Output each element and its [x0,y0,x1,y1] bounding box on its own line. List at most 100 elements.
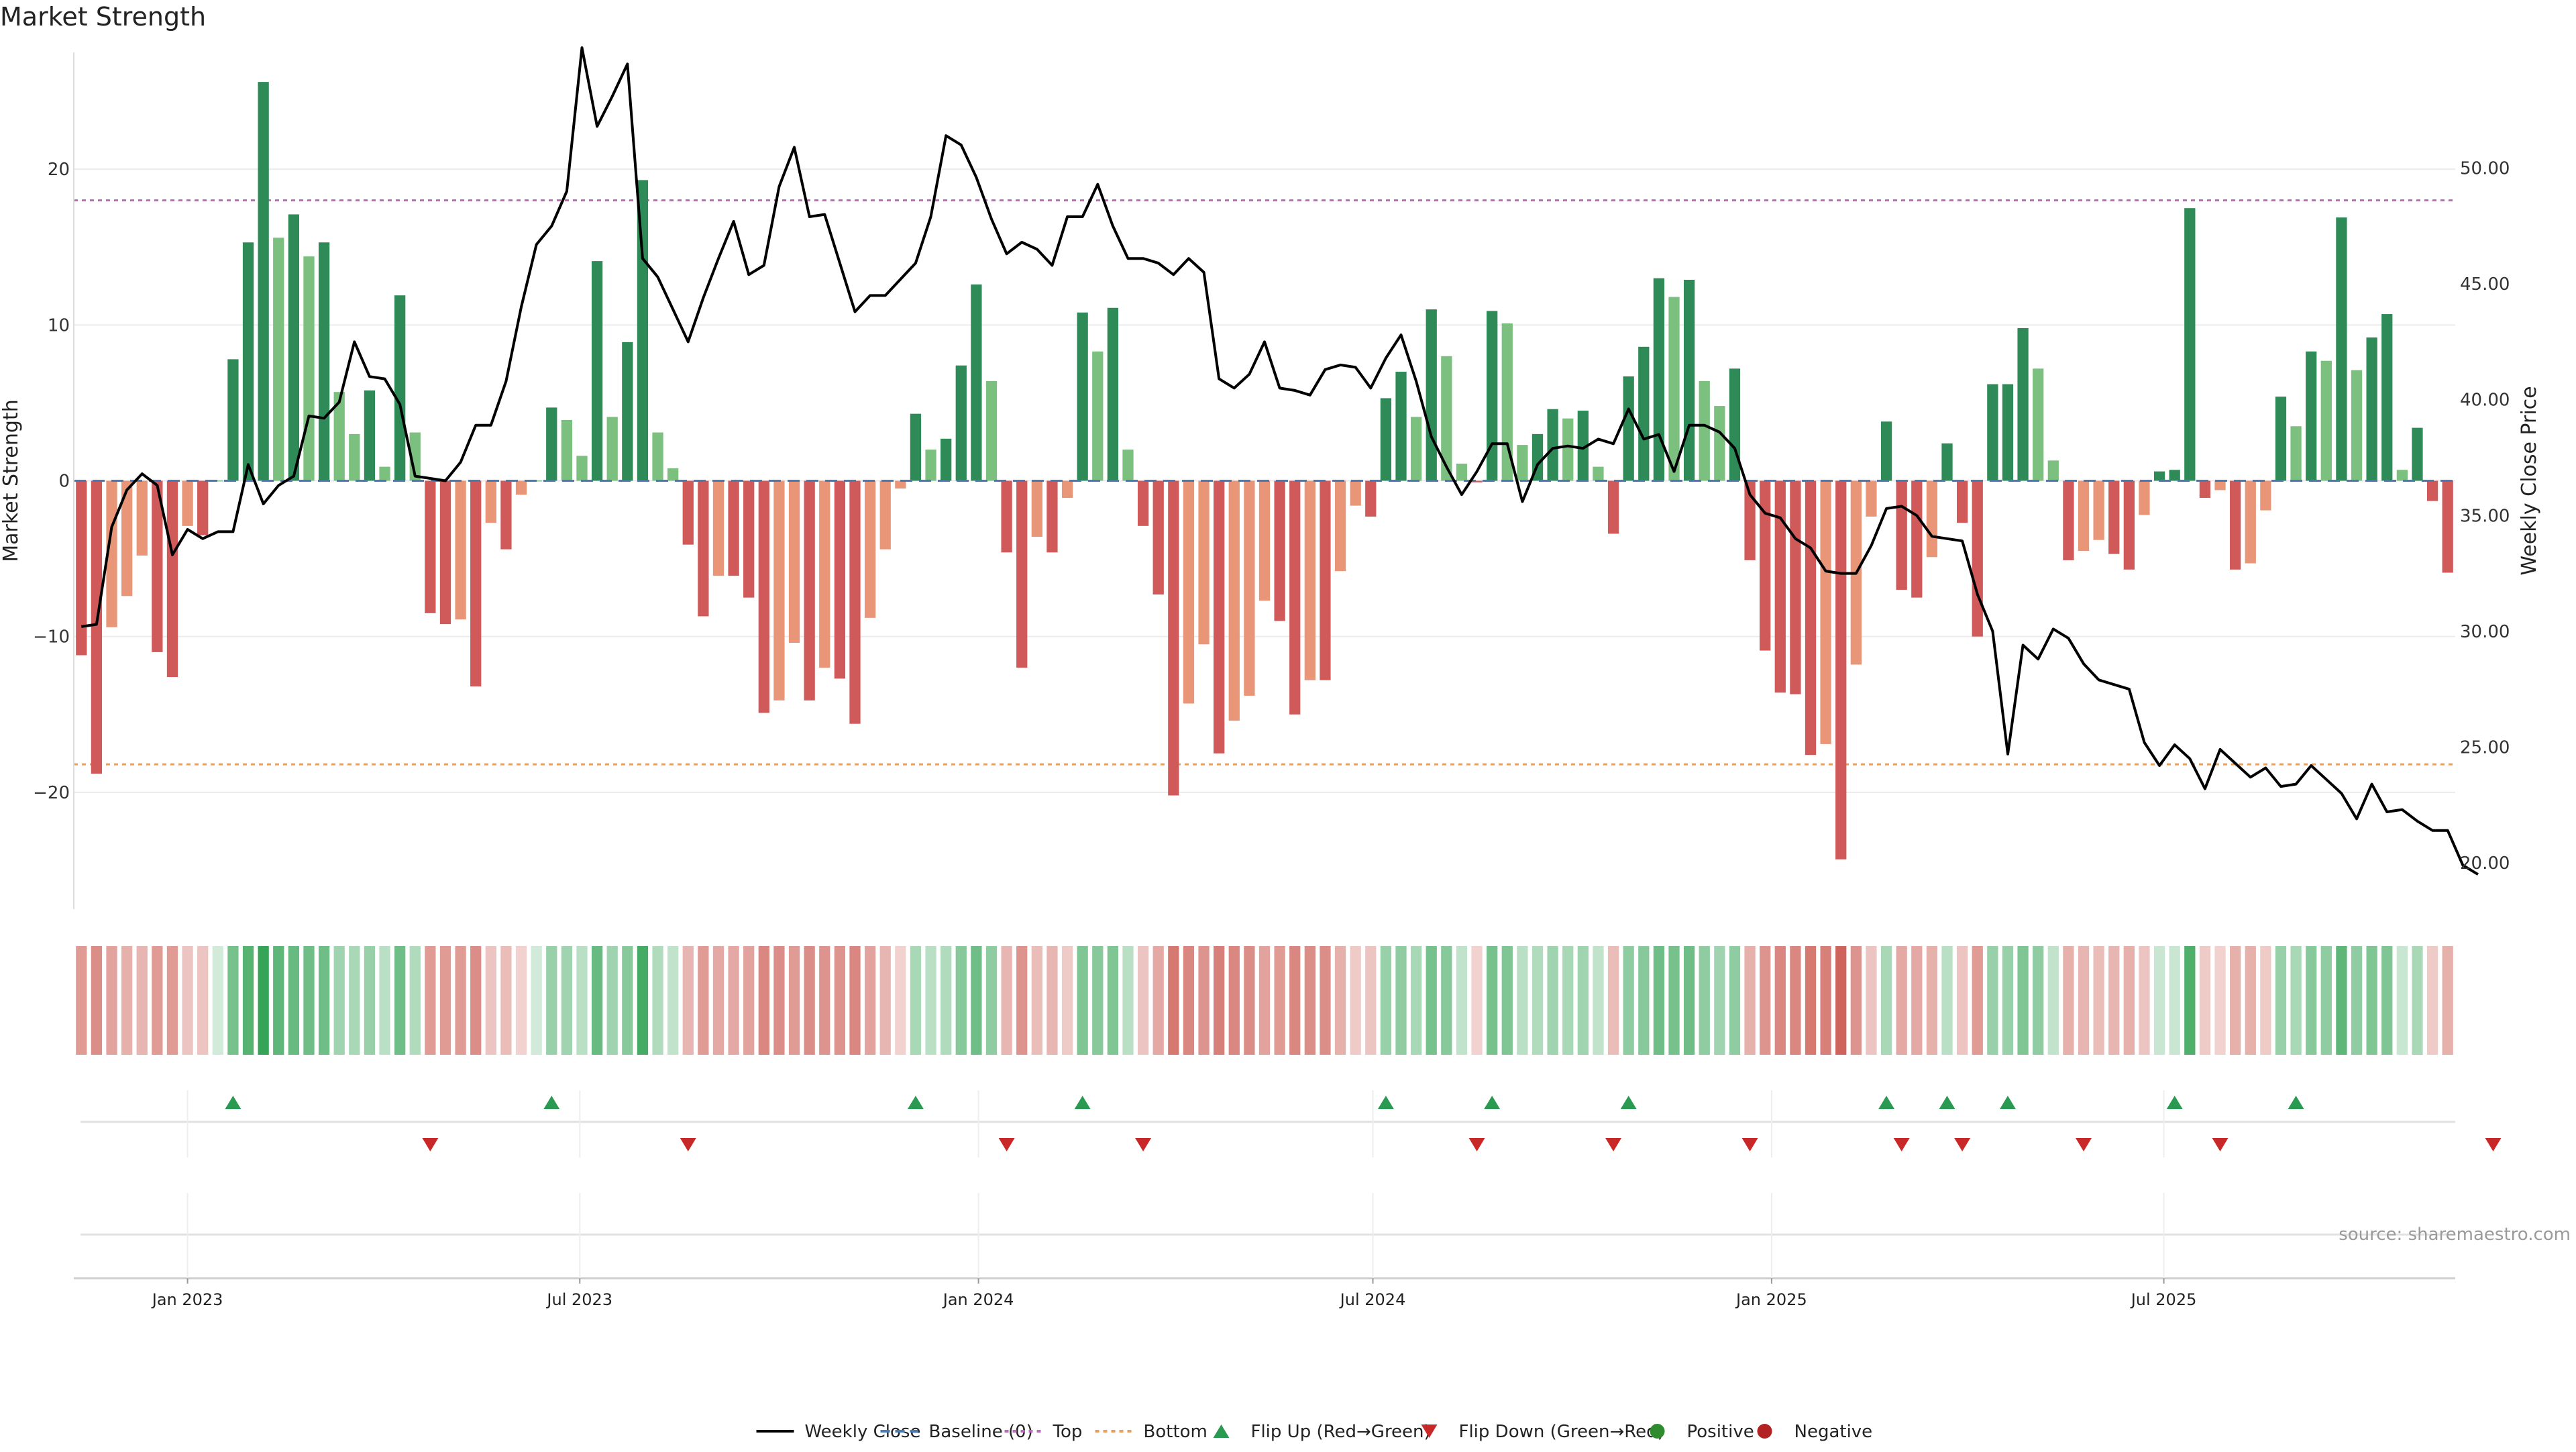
heat-cell [1760,946,1771,1055]
flip-up-marker [907,1096,924,1109]
heat-cell [106,946,117,1055]
strength-bar [1380,398,1392,481]
strength-bar [333,392,345,481]
strength-bar [925,450,936,481]
strength-bar [439,480,451,625]
y-tick-label: 10 [48,315,70,335]
strength-bar [470,480,482,686]
heat-cell [166,946,178,1055]
heat-cell [1137,946,1149,1055]
heat-cell [1441,946,1452,1055]
heat-cell [622,946,633,1055]
legend-label: Flip Down (Green→Red) [1459,1422,1664,1442]
strength-bar [500,480,512,550]
heat-cell [1835,946,1847,1055]
heat-cell [1031,946,1042,1055]
heat-cell [1395,946,1407,1055]
strength-bar [2426,480,2438,501]
legend: Weekly Close Baseline (0) Top Bottom Flip Up… [756,1422,1872,1442]
strength-bar [2033,368,2044,481]
heat-cell [1487,946,1498,1055]
heat-cell [1214,946,1225,1055]
heat-cell [76,946,87,1055]
flip-up-marker [1074,1096,1091,1109]
heat-cell [1911,946,1923,1055]
strength-bar [2184,208,2196,481]
heat-cell [1061,946,1073,1055]
heat-cell [561,946,573,1055]
heat-cell [1638,946,1650,1055]
heat-cell [1258,946,1271,1055]
heat-cell [1501,946,1513,1055]
strength-bar [349,433,360,481]
flip-up-marker [2166,1096,2183,1109]
legend-swatch [1757,1424,1772,1439]
x-tick-label: Jul 2025 [2130,1290,2197,1309]
heat-cell [1107,946,1119,1055]
strength-bar [1714,406,1725,481]
heat-cell [2442,946,2453,1055]
strength-bar [1653,278,1665,481]
heat-cell [1320,946,1331,1055]
legend-entry: Top [1004,1422,1082,1442]
heat-cell [834,946,846,1055]
heat-cell [1972,946,1983,1055]
heat-cell [2033,946,2044,1055]
heat-cell [1941,946,1953,1055]
flip-down-marker [2212,1138,2229,1151]
strength-bar [379,466,390,481]
heat-cell [1714,946,1725,1055]
strength-bar [606,417,618,481]
heat-cell [1880,946,1892,1055]
strength-bar [1744,480,1756,560]
heat-cell [2047,946,2059,1055]
heat-cell [1926,946,1938,1055]
strength-bar [318,242,330,481]
heat-cell [2093,946,2104,1055]
strength-bar [364,390,376,481]
heat-cell [1228,946,1240,1055]
heat-cell [485,946,496,1055]
heat-cell [652,946,663,1055]
strength-bar [955,365,967,481]
heat-cell [2214,946,2226,1055]
heat-cell [743,946,755,1055]
strength-bar [242,242,254,481]
strength-bar [591,261,603,481]
flip-up-marker [1377,1096,1394,1109]
heat-cell [1562,946,1574,1055]
x-tick-label: Jan 2023 [151,1290,223,1309]
strength-bar [1410,417,1422,481]
strength-bar [2017,327,2029,481]
heat-cell [864,946,876,1055]
y-tick-label: −10 [33,627,70,647]
strength-bar [2078,480,2090,551]
strength-bar [1152,480,1164,594]
heat-cell [1987,946,1998,1055]
heat-cell [2169,946,2180,1055]
strength-bar [1517,445,1528,481]
strength-bar [76,480,87,656]
heat-cell [985,946,998,1055]
strength-bar [1137,480,1149,526]
strength-bar [227,359,239,481]
heat-cell [470,946,482,1055]
legend-label: Bottom [1144,1422,1208,1442]
heat-cell [941,946,952,1055]
strength-bar [1562,418,1574,481]
heat-cell [1077,946,1088,1055]
heat-cell [152,946,163,1055]
strength-bar [2199,480,2211,499]
strength-bar [2351,370,2363,481]
heat-cell [804,946,815,1055]
strength-bar [2260,480,2271,511]
heat-cell [1653,946,1665,1055]
strength-bar [1046,480,1058,553]
strength-bar [182,480,193,526]
heat-cell [2199,946,2211,1055]
strength-bar [1638,346,1650,481]
strength-bar [1016,480,1028,668]
heat-cell [1183,946,1195,1055]
heat-cell [637,946,649,1055]
flip-down-marker [2076,1138,2092,1151]
